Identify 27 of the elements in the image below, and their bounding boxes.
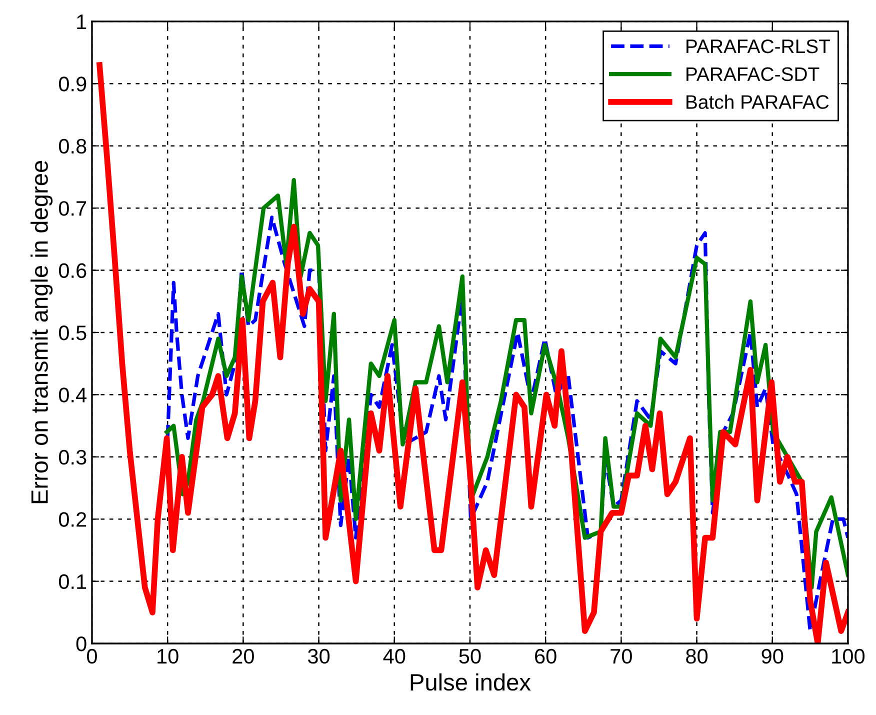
x-tick-label: 40 — [383, 648, 406, 664]
x-tick-label: 90 — [762, 648, 784, 664]
legend-label: Batch PARAFAC — [686, 94, 829, 109]
y-tick-label: 0.9 — [58, 76, 86, 92]
y-tick-label: 0 — [76, 636, 86, 652]
x-tick-label: 50 — [459, 648, 481, 664]
y-tick-label: 0.5 — [58, 325, 86, 340]
x-tick-label: 30 — [308, 648, 330, 664]
x-tick-label: 100 — [832, 648, 865, 664]
y-tick-label: 0.4 — [58, 388, 87, 402]
y-tick-label: 0.6 — [58, 263, 86, 278]
x-axis-title: Pulse index — [410, 673, 531, 691]
y-tick-label: 0.3 — [58, 450, 86, 465]
y-tick-label: 1 — [77, 14, 86, 29]
y-tick-label: 0.2 — [58, 512, 86, 527]
y-tick-label: 0.7 — [58, 201, 86, 216]
y-tick-label: 0.8 — [58, 138, 86, 154]
x-tick-label: 60 — [535, 648, 556, 664]
x-tick-label: 20 — [232, 648, 254, 664]
x-tick-label: 80 — [686, 648, 708, 664]
legend-label: PARAFAC-SDT — [686, 67, 820, 82]
legend-label: PARAFAC-RLST — [686, 39, 830, 54]
x-tick-label: 70 — [610, 648, 632, 664]
x-tick-label: 0 — [87, 648, 97, 664]
y-tick-label: 0.1 — [58, 574, 86, 590]
y-axis-title: Error on transmit angle in degree — [30, 160, 53, 504]
x-tick-label: 10 — [158, 648, 178, 664]
